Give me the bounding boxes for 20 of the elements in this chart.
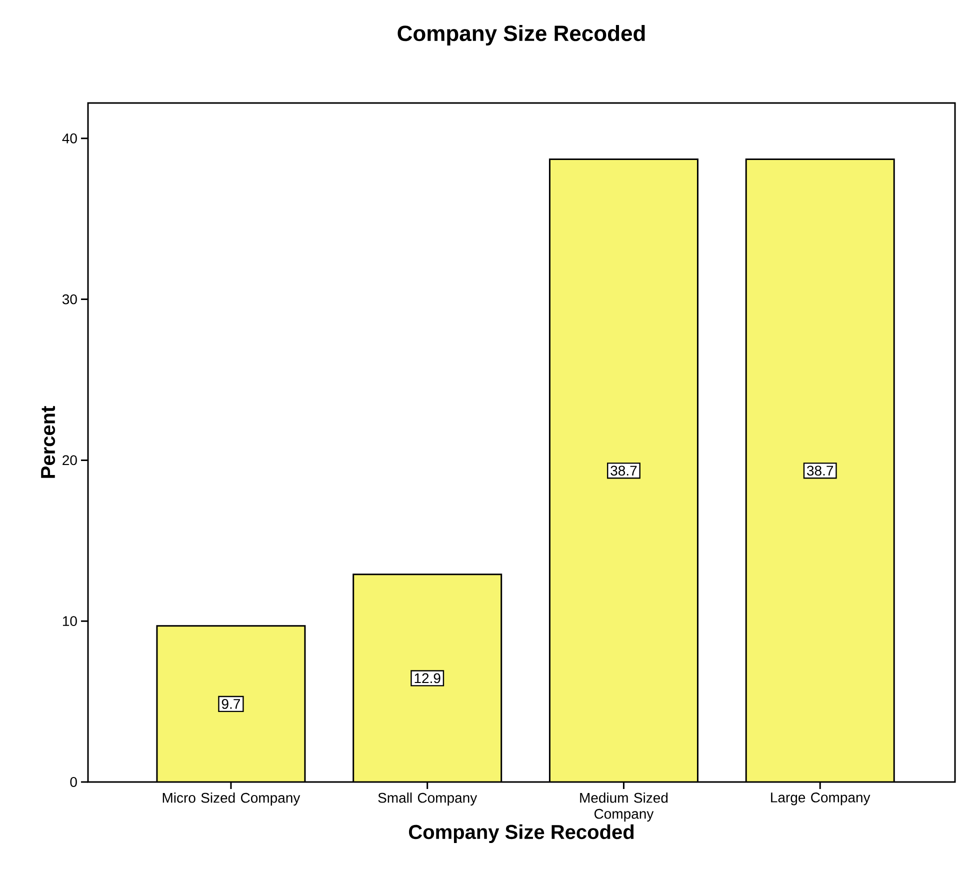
x-axis-title: Company Size Recoded [408,824,634,844]
y-tick-label: 0 [70,777,77,787]
y-tick-label: 10 [62,616,77,626]
y-tick-label: 30 [62,294,77,304]
y-tick-label: 20 [62,455,77,466]
bar [548,158,698,782]
x-tick-label: Large Company [771,792,870,806]
x-tick-label: Small Company [378,792,478,806]
bar [353,574,502,782]
data-label: 38.7 [610,466,637,476]
y-tick-label: 40 [62,133,77,144]
bar [745,158,895,782]
bar [156,625,306,782]
chart-title: Company Size Recoded [398,24,645,46]
x-tick-label: Micro Sized Company [162,792,300,806]
y-axis-title: Percent [41,406,56,478]
x-tick-label: Medium Sized Company [580,792,668,822]
data-label: 9.7 [222,699,240,709]
data-label: 38.7 [807,466,834,476]
data-label: 12.9 [414,673,440,684]
